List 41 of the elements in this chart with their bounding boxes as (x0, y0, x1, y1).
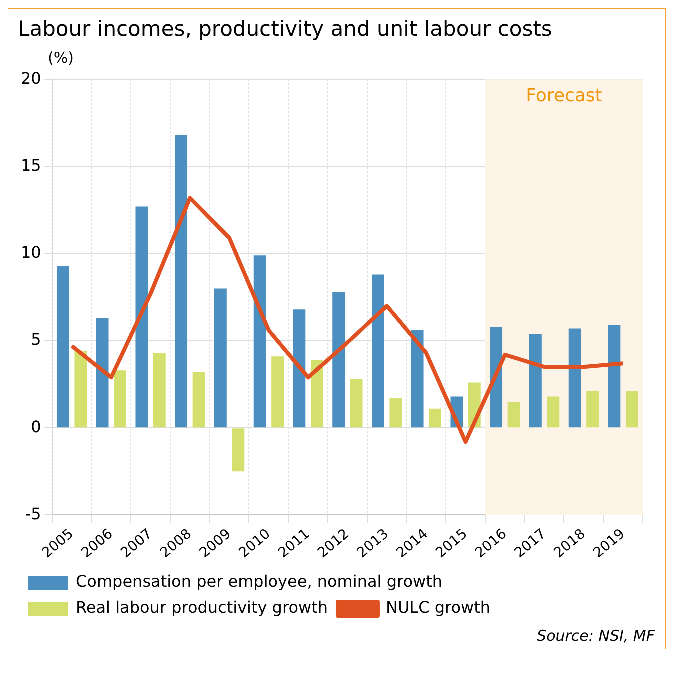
bar (547, 396, 560, 428)
y-axis-title: (%) (47, 48, 75, 67)
bar (586, 392, 599, 428)
bar (192, 372, 206, 428)
bar (608, 325, 621, 428)
bar (114, 370, 126, 428)
y-tick-label: -5 (25, 504, 42, 524)
y-tick-label: 5 (31, 330, 42, 350)
bar (272, 356, 284, 428)
y-tick-label: 20 (21, 68, 42, 88)
bar (56, 266, 70, 428)
legend-label: Real labour productivity growth (76, 598, 328, 618)
bar (310, 360, 324, 428)
bar (175, 135, 188, 428)
bar (568, 328, 582, 428)
bar (490, 327, 503, 428)
y-tick-label: 10 (21, 243, 42, 262)
legend-label: Compensation per employee, nominal growth (76, 572, 442, 592)
bar (136, 206, 148, 428)
bar (153, 353, 166, 428)
bar (508, 402, 520, 428)
bar (626, 392, 638, 428)
bar (214, 288, 227, 428)
bar (96, 318, 109, 428)
bar (390, 398, 402, 428)
band-label: Forecast (526, 85, 602, 106)
bar (350, 379, 363, 428)
bar (74, 351, 88, 428)
bar (254, 256, 266, 428)
legend-label: NULC growth (386, 598, 491, 618)
bar (372, 274, 384, 428)
bar (411, 330, 424, 428)
source-note: Source: NSI, MF (536, 627, 656, 647)
bar (429, 408, 442, 428)
bar (530, 334, 542, 428)
bar (232, 428, 245, 472)
y-tick-label: 0 (31, 417, 42, 436)
bar (332, 292, 346, 428)
y-tick-label: 15 (21, 156, 42, 175)
bar (293, 310, 306, 428)
chart-title: Labour incomes, productivity and unit labour costs (17, 16, 554, 43)
